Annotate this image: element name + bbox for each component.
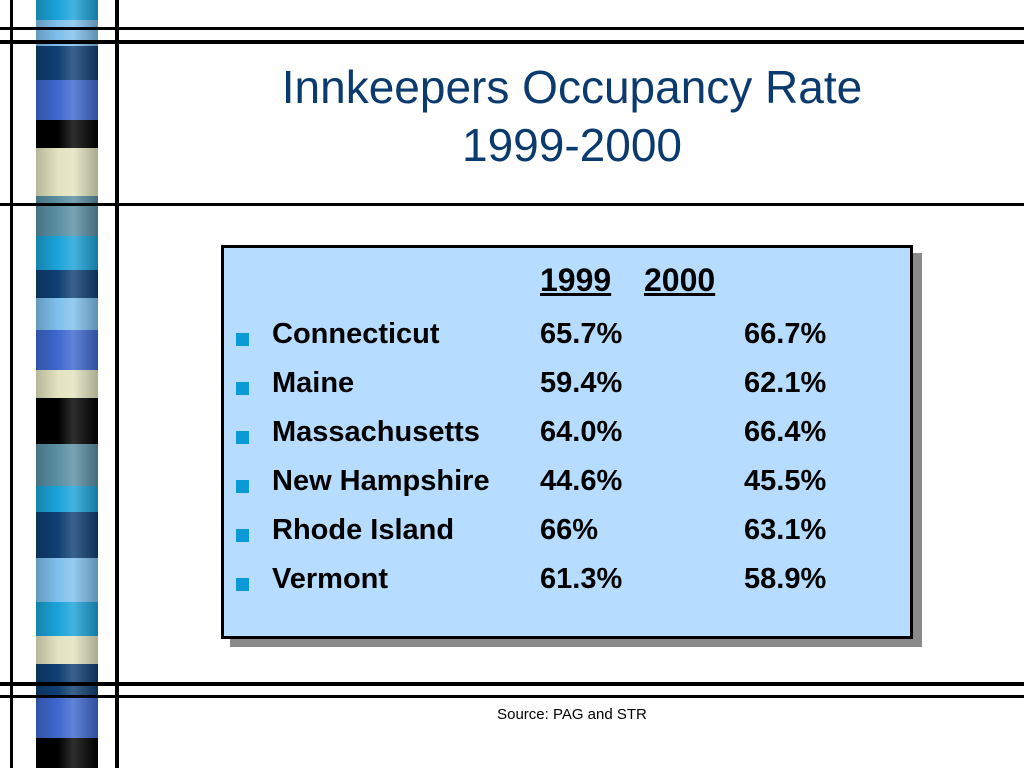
strip-segment bbox=[36, 602, 98, 636]
square-bullet-icon bbox=[236, 333, 249, 346]
strip-segment bbox=[36, 270, 98, 298]
column-header-1999: 1999 bbox=[540, 262, 612, 298]
strip-segment bbox=[36, 636, 98, 664]
value-2000: 58.9% bbox=[744, 563, 827, 595]
vertical-rule-left bbox=[10, 0, 13, 768]
source-note: Source: PAG and STR bbox=[497, 706, 647, 723]
value-2000: 66.7% bbox=[744, 318, 827, 350]
table-row: Massachusetts 64.0% 66.4% bbox=[0, 416, 1024, 464]
strip-segment bbox=[36, 0, 98, 20]
horizontal-rule-top-2 bbox=[0, 40, 1024, 44]
strip-segment bbox=[36, 698, 98, 738]
square-bullet-icon bbox=[236, 431, 249, 444]
strip-segment bbox=[36, 512, 98, 558]
strip-segment bbox=[36, 444, 98, 486]
state-name: Vermont bbox=[272, 563, 389, 595]
strip-segment bbox=[36, 664, 98, 698]
strip-segment bbox=[36, 738, 98, 768]
state-name: Connecticut bbox=[272, 318, 440, 350]
table-row: Maine 59.4% 62.1% bbox=[0, 367, 1024, 415]
strip-segment bbox=[36, 370, 98, 398]
square-bullet-icon bbox=[236, 578, 249, 591]
column-header-2000: 2000 bbox=[644, 262, 716, 298]
horizontal-rule-bottom-1 bbox=[0, 682, 1024, 686]
table-row: New Hampshire 44.6% 45.5% bbox=[0, 465, 1024, 513]
horizontal-rule-bottom-2 bbox=[0, 695, 1024, 698]
table-row: Vermont 61.3% 58.9% bbox=[0, 563, 1024, 611]
horizontal-rule-top-1 bbox=[0, 27, 1024, 30]
value-1999: 44.6% bbox=[540, 465, 623, 497]
value-2000: 45.5% bbox=[744, 465, 827, 497]
square-bullet-icon bbox=[236, 529, 249, 542]
strip-segment bbox=[36, 330, 98, 370]
state-name: New Hampshire bbox=[272, 465, 490, 497]
strip-segment bbox=[36, 298, 98, 330]
occupancy-panel bbox=[221, 245, 913, 639]
state-name: Massachusetts bbox=[272, 416, 480, 448]
vertical-rule-right bbox=[115, 0, 119, 768]
horizontal-rule-mid bbox=[0, 203, 1024, 206]
value-1999: 64.0% bbox=[540, 416, 623, 448]
table-row: Connecticut 65.7% 66.7% bbox=[0, 318, 1024, 366]
value-2000: 66.4% bbox=[744, 416, 827, 448]
strip-segment bbox=[36, 46, 98, 80]
value-1999: 65.7% bbox=[540, 318, 623, 350]
value-1999: 61.3% bbox=[540, 563, 623, 595]
state-name: Maine bbox=[272, 367, 355, 399]
strip-shading bbox=[36, 0, 98, 768]
square-bullet-icon bbox=[236, 382, 249, 395]
strip-segment bbox=[36, 148, 98, 196]
value-1999: 59.4% bbox=[540, 367, 623, 399]
title-line-1: Innkeepers Occupancy Rate bbox=[281, 61, 863, 113]
strip-segment bbox=[36, 120, 98, 148]
strip-segment bbox=[36, 236, 98, 270]
strip-segment bbox=[36, 558, 98, 602]
square-bullet-icon bbox=[236, 480, 249, 493]
strip-segment bbox=[36, 80, 98, 120]
strip-segment bbox=[36, 486, 98, 512]
value-2000: 63.1% bbox=[744, 514, 827, 546]
value-2000: 62.1% bbox=[744, 367, 827, 399]
strip-segment bbox=[36, 398, 98, 444]
strip-segment bbox=[36, 196, 98, 236]
slide-title: Innkeepers Occupancy Rate 1999-2000 bbox=[120, 58, 1024, 174]
state-name: Rhode Island bbox=[272, 514, 455, 546]
table-row: Rhode Island 66% 63.1% bbox=[0, 514, 1024, 562]
decorative-strip bbox=[36, 0, 98, 768]
value-1999: 66% bbox=[540, 514, 599, 546]
title-line-2: 1999-2000 bbox=[462, 119, 682, 171]
